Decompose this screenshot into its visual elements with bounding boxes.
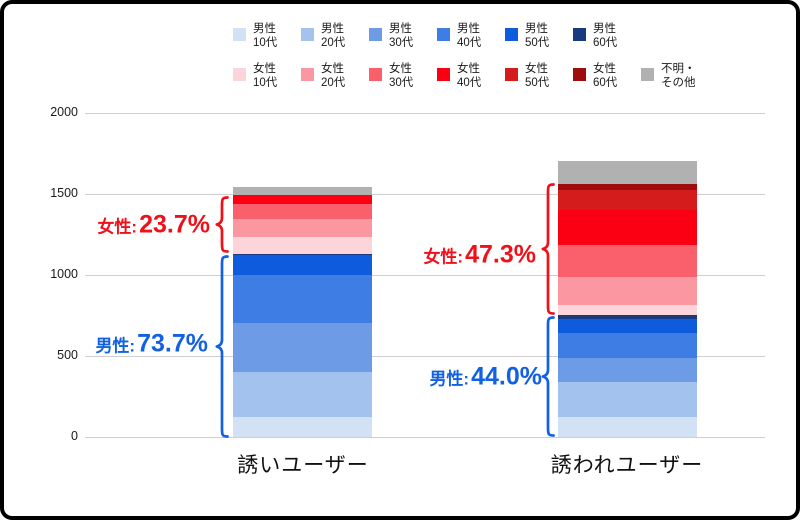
legend-item: 女性 50代: [505, 62, 549, 90]
female-brace-left: [215, 196, 229, 253]
legend-label: 女性 30代: [389, 63, 414, 89]
legend-swatch: [369, 68, 382, 81]
legend-swatch: [301, 68, 314, 81]
legend-swatch: [641, 68, 654, 81]
male-label: 男性:: [429, 369, 470, 389]
legend-label: 男性 50代: [525, 23, 550, 49]
female-brace-right: [541, 183, 555, 315]
male-value: 44.0%: [471, 362, 542, 391]
y-axis-tick-label: 1000: [50, 267, 78, 281]
bar-segment-女性20代: [233, 219, 372, 238]
legend-swatch: [437, 68, 450, 81]
legend-swatch: [437, 28, 450, 41]
y-axis-tick-label: 1500: [50, 186, 78, 200]
legend-label: 男性 30代: [389, 23, 414, 49]
legend-swatch: [369, 28, 382, 41]
legend-item: 女性 40代: [437, 62, 481, 90]
legend-item: 女性 20代: [301, 62, 345, 90]
bar-segment-男性10代: [233, 417, 372, 437]
bar-segment-女性60代: [558, 184, 697, 191]
legend-item: 男性 20代: [301, 22, 345, 50]
bar-segment-男性60代: [558, 315, 697, 320]
bar-segment-女性10代: [233, 237, 372, 255]
male-value: 73.7%: [137, 329, 208, 358]
category-label-left: 誘いユーザー: [237, 454, 369, 477]
legend-item: 女性 30代: [369, 62, 413, 90]
gridline: [85, 113, 765, 114]
bar-segment-女性40代: [558, 210, 697, 246]
y-axis-tick-label: 2000: [50, 105, 78, 119]
legend-swatch: [233, 28, 246, 41]
female-percentage-left: 女性:23.7%: [58, 211, 210, 240]
bar-segment-男性50代: [558, 319, 697, 334]
gridline: [85, 356, 765, 357]
female-value: 47.3%: [465, 240, 536, 269]
gridline: [85, 275, 765, 276]
legend-swatch: [505, 28, 518, 41]
legend-swatch: [573, 28, 586, 41]
legend-label: 女性 60代: [593, 63, 618, 89]
legend-label: 男性 20代: [321, 23, 346, 49]
bar-segment-女性20代: [558, 277, 697, 306]
female-percentage-right: 女性:47.3%: [386, 241, 536, 270]
male-brace-left: [215, 255, 229, 438]
male-percentage-left: 男性:73.7%: [56, 330, 208, 359]
legend-item: 男性 10代: [233, 22, 277, 50]
legend-item: 不明・ その他: [641, 62, 696, 90]
bar-segment-男性40代: [558, 333, 697, 359]
legend-label: 男性 10代: [253, 23, 278, 49]
female-label: 女性:: [423, 247, 464, 267]
bar-segment-男性10代: [558, 417, 697, 437]
bar-segment-不明・その他: [233, 187, 372, 196]
legend-swatch: [573, 68, 586, 81]
bar-segment-女性10代: [558, 305, 697, 316]
legend-item: 男性 40代: [437, 22, 481, 50]
legend-swatch: [301, 28, 314, 41]
legend-label: 女性 50代: [525, 63, 550, 89]
legend-item: 男性 30代: [369, 22, 413, 50]
legend-label: 男性 60代: [593, 23, 618, 49]
legend-item: 女性 60代: [573, 62, 617, 90]
bar-segment-男性30代: [558, 358, 697, 383]
bar-segment-男性60代: [233, 254, 372, 256]
bar-segment-女性30代: [233, 204, 372, 220]
bar-segment-男性50代: [233, 255, 372, 276]
bar-segment-女性30代: [558, 245, 697, 278]
legend-label: 女性 10代: [253, 63, 278, 89]
legend-swatch: [505, 68, 518, 81]
y-axis-tick-label: 500: [57, 348, 78, 362]
bar-segment-女性40代: [233, 195, 372, 205]
gridline: [85, 194, 765, 195]
bar-segment-男性20代: [233, 372, 372, 418]
legend-item: 男性 50代: [505, 22, 549, 50]
male-brace-right: [541, 316, 555, 437]
bar-segment-男性20代: [558, 382, 697, 418]
legend-label: 女性 20代: [321, 63, 346, 89]
female-value: 23.7%: [139, 210, 210, 239]
legend-label: 男性 40代: [457, 23, 482, 49]
y-axis-tick-label: 0: [71, 429, 78, 443]
male-percentage-right: 男性:44.0%: [390, 363, 542, 392]
legend-label: 女性 40代: [457, 63, 482, 89]
bar-segment-男性30代: [233, 323, 372, 373]
bar-segment-女性50代: [558, 190, 697, 211]
legend-label: 不明・ その他: [661, 63, 696, 89]
legend-swatch: [233, 68, 246, 81]
male-label: 男性:: [95, 336, 136, 356]
category-label-right: 誘われユーザー: [550, 454, 704, 477]
legend-item: 女性 10代: [233, 62, 277, 90]
bar-segment-男性40代: [233, 275, 372, 324]
legend-item: 男性 60代: [573, 22, 617, 50]
female-label: 女性:: [97, 217, 138, 237]
bar-segment-不明・その他: [558, 161, 697, 185]
gridline: [85, 437, 765, 438]
